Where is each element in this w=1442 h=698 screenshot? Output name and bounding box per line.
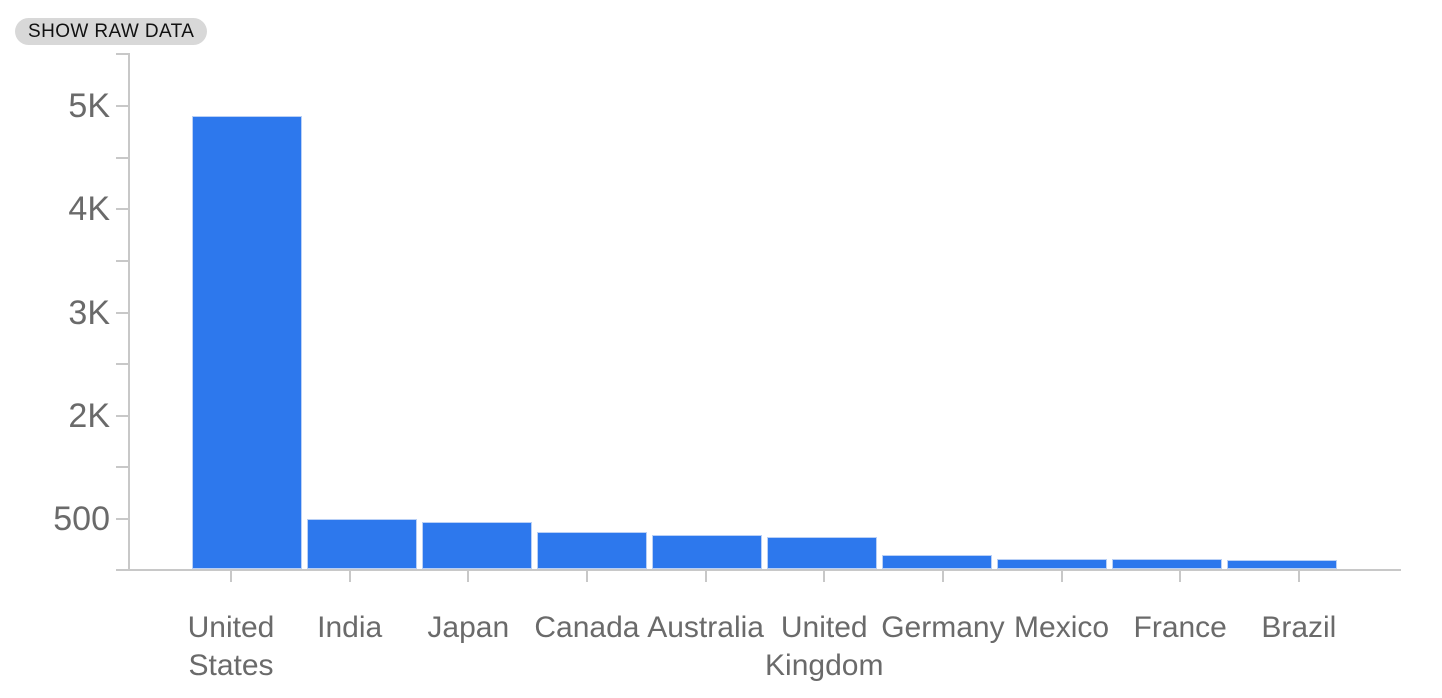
bar-canada[interactable]	[537, 532, 647, 569]
x-tick	[348, 569, 351, 582]
y-tick-label-2k: 2K	[68, 396, 110, 435]
x-axis-line	[116, 569, 1401, 571]
y-minor-tick	[116, 466, 128, 469]
bar-brazil[interactable]	[1227, 559, 1337, 569]
y-major-tick	[116, 414, 128, 417]
x-tick-label-germany: Germany	[881, 611, 1005, 644]
x-tick	[230, 569, 232, 582]
bar-mexico[interactable]	[997, 558, 1107, 569]
y-major-tick	[116, 518, 128, 520]
x-tick-label-france: France	[1133, 611, 1227, 644]
x-tick	[467, 569, 470, 582]
x-tick-label-australia: Australia	[647, 611, 764, 644]
y-major-tick	[116, 105, 128, 107]
show-raw-data-button[interactable]: SHOW RAW DATA	[15, 18, 208, 45]
y-major-tick	[116, 311, 128, 314]
y-axis-line	[128, 53, 130, 569]
bar-france[interactable]	[1112, 558, 1222, 569]
x-tick-label-mexico: Mexico	[1014, 611, 1110, 644]
x-tick	[585, 569, 588, 582]
bar-japan[interactable]	[422, 522, 532, 569]
y-tick-label-500: 500	[53, 500, 110, 538]
x-tick-label-japan: Japan	[427, 611, 510, 644]
y-tick-label-5k: 5K	[68, 87, 110, 125]
bar-germany[interactable]	[882, 554, 992, 569]
x-tick	[704, 569, 707, 582]
x-tick	[1179, 569, 1182, 582]
x-tick-label-brazil: Brazil	[1261, 611, 1337, 644]
x-tick-label-united-states: United States	[187, 611, 275, 682]
x-tick	[823, 569, 826, 582]
x-tick-label-canada: Canada	[534, 611, 640, 644]
y-major-tick	[116, 208, 128, 211]
y-minor-tick	[116, 53, 128, 56]
y-minor-tick	[116, 259, 128, 262]
y-tick-label-4k: 4K	[68, 190, 110, 229]
y-minor-tick	[116, 156, 128, 159]
x-tick	[941, 569, 944, 582]
x-tick	[1060, 569, 1063, 582]
x-tick-label-united-kingdom: United Kingdom	[765, 611, 884, 682]
bar-india[interactable]	[307, 519, 417, 569]
bar-australia[interactable]	[652, 535, 762, 569]
bar-united-states[interactable]	[192, 116, 302, 569]
x-tick	[1297, 569, 1300, 582]
y-minor-tick	[116, 363, 128, 366]
x-tick-label-india: India	[317, 611, 383, 644]
y-tick-label-3k: 3K	[68, 293, 110, 332]
bar-united-kingdom[interactable]	[767, 537, 877, 569]
